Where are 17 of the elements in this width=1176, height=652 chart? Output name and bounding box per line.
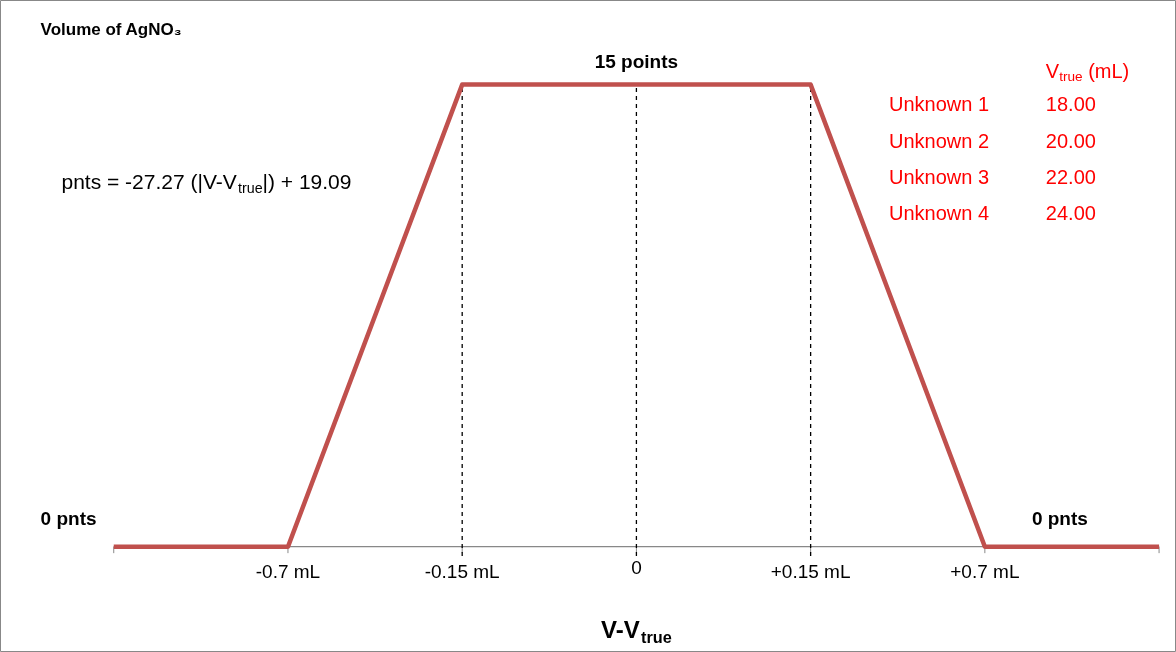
chart-title: Volume of AgNO₃ <box>40 19 182 39</box>
x-tick-label: 0 <box>631 556 642 578</box>
annotation: 0 pnts <box>1031 508 1088 530</box>
annotation: 20.00 <box>1045 129 1096 152</box>
text: 0 pnts <box>40 508 97 530</box>
x-tick-label: -0.15 mL <box>424 560 500 582</box>
x-tick-label: -0.7 mL <box>255 560 321 582</box>
annotation: Unknown 3 <box>889 165 990 188</box>
annotation: 24.00 <box>1045 201 1096 224</box>
annotation: Unknown 4 <box>889 201 990 224</box>
annotation: Unknown 2 <box>889 129 990 152</box>
text: 15 points <box>594 51 679 72</box>
annotation: 18.00 <box>1045 93 1096 116</box>
annotation: 22.00 <box>1045 165 1096 188</box>
x-tick-label: +0.7 mL <box>950 560 1020 582</box>
annotation: Unknown 1 <box>889 93 990 116</box>
x-tick-label: +0.15 mL <box>770 560 851 582</box>
